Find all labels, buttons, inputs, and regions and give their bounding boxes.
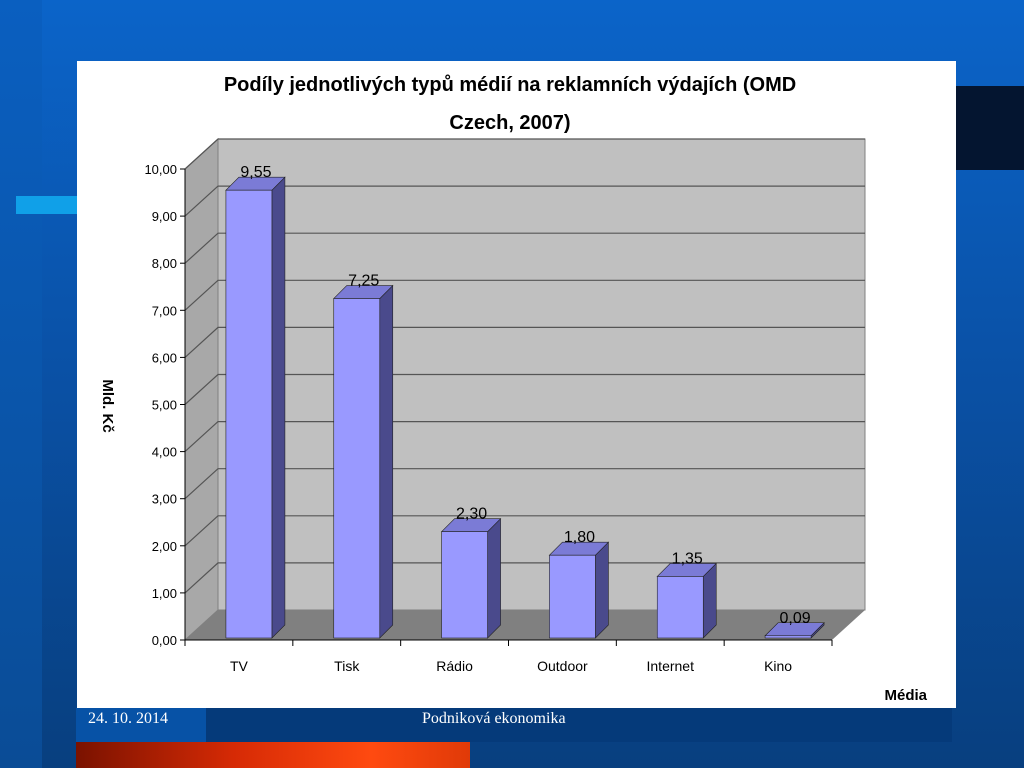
bar-chart: Podíly jednotlivých typů médií na reklam… bbox=[99, 74, 928, 704]
y-tick-label: 6,00 bbox=[152, 350, 177, 365]
bar-side bbox=[487, 517, 501, 639]
x-tick-label: TV bbox=[230, 658, 249, 674]
x-tick-label: Internet bbox=[647, 658, 695, 674]
y-tick-label: 8,00 bbox=[152, 256, 177, 271]
x-tick-label: Tisk bbox=[334, 658, 360, 674]
footer-date: 24. 10. 2014 bbox=[88, 710, 168, 727]
y-tick-label: 0,00 bbox=[152, 633, 177, 648]
plot-floor bbox=[185, 610, 865, 640]
x-axis-label: Média bbox=[884, 687, 927, 704]
bar bbox=[656, 576, 704, 639]
bar-value-label: 9,55 bbox=[240, 164, 271, 181]
bar-value-label: 7,25 bbox=[348, 273, 379, 290]
footer-title-band bbox=[206, 708, 952, 742]
gridline bbox=[184, 232, 865, 264]
bar bbox=[333, 298, 381, 639]
y-axis-label: Mld. Kč bbox=[99, 379, 116, 432]
y-tick-label: 5,00 bbox=[152, 398, 177, 413]
y-tick-label: 9,00 bbox=[152, 209, 177, 224]
bar bbox=[441, 531, 488, 639]
decorative-cyan-bar bbox=[16, 196, 80, 214]
bar-side bbox=[379, 284, 394, 639]
bar-value-label: 2,30 bbox=[456, 506, 487, 523]
decorative-dark-block bbox=[952, 86, 1024, 170]
gridline bbox=[184, 468, 865, 500]
bar bbox=[225, 189, 273, 639]
chart-title-line2: Czech, 2007) bbox=[449, 112, 570, 134]
decorative-orange-bar bbox=[76, 742, 470, 768]
bar-value-label: 1,80 bbox=[564, 529, 595, 546]
y-tick-label: 3,00 bbox=[152, 492, 177, 507]
y-tick-label: 7,00 bbox=[152, 303, 177, 318]
bar-side bbox=[595, 541, 609, 639]
footer-date-band bbox=[76, 708, 206, 742]
bar-value-label: 1,35 bbox=[672, 550, 703, 567]
footer-title: Podniková ekonomika bbox=[422, 710, 566, 727]
y-tick-label: 2,00 bbox=[152, 539, 177, 554]
decorative-left-stripe bbox=[0, 0, 42, 768]
gridline bbox=[184, 326, 865, 358]
gridline bbox=[184, 373, 865, 405]
bar bbox=[549, 554, 596, 639]
gridline bbox=[184, 515, 865, 547]
x-tick-label: Outdoor bbox=[537, 658, 588, 674]
bar-value-label: 0,09 bbox=[780, 610, 811, 627]
gridline bbox=[184, 138, 865, 170]
y-tick-label: 10,00 bbox=[144, 162, 177, 177]
x-tick-label: Kino bbox=[764, 658, 792, 674]
chart-panel: Podíly jednotlivých typů médií na reklam… bbox=[77, 61, 956, 708]
bar bbox=[764, 635, 812, 639]
gridline bbox=[184, 279, 865, 311]
bar-side bbox=[271, 176, 286, 639]
chart-title-line1: Podíly jednotlivých typů médií na reklam… bbox=[224, 74, 796, 96]
gridline bbox=[184, 185, 865, 217]
y-tick-label: 4,00 bbox=[152, 445, 177, 460]
gridline bbox=[184, 562, 865, 594]
y-tick-label: 1,00 bbox=[152, 586, 177, 601]
x-tick-label: Rádio bbox=[436, 658, 473, 674]
gridline bbox=[184, 421, 865, 453]
